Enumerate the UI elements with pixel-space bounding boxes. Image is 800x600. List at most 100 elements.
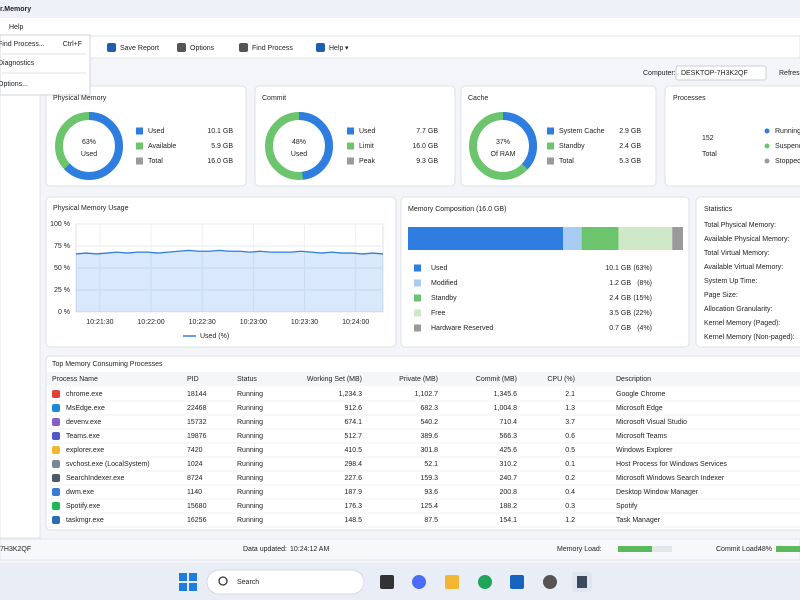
search-box[interactable] [206, 569, 365, 595]
app-icon[interactable] [412, 575, 426, 589]
refresh-button[interactable]: Refresh [779, 70, 800, 77]
app-icon[interactable] [380, 575, 394, 589]
table-cell: 674.1 [344, 419, 362, 426]
table-cell: 1.2 [565, 517, 575, 524]
column-header[interactable]: Working Set (MB) [307, 376, 362, 383]
table-cell: 512.7 [344, 433, 362, 440]
app-icon[interactable] [445, 575, 459, 589]
start-icon[interactable] [179, 573, 187, 581]
title-bar [0, 0, 800, 18]
table-cell: 0.3 [565, 503, 575, 510]
table-cell[interactable]: dwm.exe [66, 489, 94, 496]
status-computer: 7H3K2QF [0, 546, 31, 553]
table-cell: 16256 [187, 517, 207, 524]
dropdown-item[interactable]: Find Process... [0, 41, 45, 48]
table-cell: 240.7 [499, 475, 517, 482]
table-cell: Spotify [616, 503, 638, 510]
load-bar [618, 546, 653, 552]
legend-label: Hardware Reserved [431, 325, 493, 332]
table-cell[interactable]: Spotify.exe [66, 503, 100, 510]
start-icon[interactable] [189, 573, 197, 581]
legend-label: Free [431, 310, 446, 317]
table-cell: 410.5 [344, 447, 362, 454]
table-cell: 188.2 [499, 503, 517, 510]
donut-label: Of RAM [491, 151, 516, 158]
process-icon [52, 404, 60, 412]
dropdown-arrow: ▾ [345, 45, 349, 52]
table-cell: 154.1 [499, 517, 517, 524]
status-time: 10:24:12 AM [290, 546, 329, 553]
table-cell: 148.5 [344, 517, 362, 524]
table-cell: 52.1 [424, 461, 438, 468]
card [695, 196, 800, 348]
table-cell: Microsoft Edge [616, 405, 663, 412]
table-cell: 87.5 [424, 517, 438, 524]
column-header[interactable]: Private (MB) [399, 376, 438, 383]
table-cell[interactable]: SearchIndexer.exe [66, 475, 124, 482]
table-header [47, 372, 800, 386]
table-cell[interactable]: chrome.exe [66, 391, 103, 398]
table-cell: 1140 [187, 489, 202, 496]
donut-value: 63% [82, 139, 96, 146]
column-header[interactable]: Description [616, 376, 651, 383]
computer-value[interactable]: DESKTOP-7H3K2QF [681, 70, 748, 77]
computer-label: Computer: [643, 70, 676, 77]
toolbar-icon [107, 43, 116, 52]
menu-item[interactable]: Help [9, 24, 24, 31]
toolbar-button[interactable]: Save Report [120, 45, 159, 52]
table-cell[interactable]: Teams.exe [66, 433, 100, 440]
computer-combo[interactable] [675, 65, 767, 81]
toolbar-button[interactable]: Help [329, 45, 344, 52]
process-icon [52, 432, 60, 440]
legend-dot [764, 143, 770, 149]
legend-label: Total [559, 158, 574, 165]
table-cell[interactable]: explorer.exe [66, 447, 104, 454]
toolbar-button[interactable]: Options [190, 45, 215, 52]
table-cell: 15732 [187, 419, 207, 426]
dropdown-item[interactable]: Options... [0, 81, 28, 88]
table-cell: Running [237, 447, 263, 454]
search-placeholder[interactable]: Search [237, 579, 259, 586]
table-cell: 298.4 [344, 461, 362, 468]
y-tick-label: 25 % [54, 287, 70, 294]
column-header[interactable]: Status [237, 376, 257, 383]
legend-value: 16.0 GB [412, 143, 438, 150]
legend-swatch [547, 142, 554, 150]
process-total-label: Total [702, 151, 717, 158]
legend-label: Limit [359, 143, 374, 150]
table-cell: 200.8 [499, 489, 517, 496]
table-cell: Running [237, 489, 263, 496]
table-cell: 710.4 [499, 419, 517, 426]
column-header[interactable]: Commit (MB) [476, 376, 517, 383]
start-icon[interactable] [179, 583, 187, 591]
table-cell: 159.3 [420, 475, 438, 482]
start-icon[interactable] [189, 583, 197, 591]
table-cell[interactable]: taskmgr.exe [66, 517, 104, 524]
legend-label: Running [775, 128, 800, 135]
app-icon[interactable] [478, 575, 492, 589]
column-header[interactable]: PID [187, 376, 199, 383]
dropdown-item[interactable]: Diagnostics [0, 60, 35, 67]
table-cell[interactable]: devenv.exe [66, 419, 101, 426]
table-cell: Windows Explorer [616, 447, 673, 454]
toolbar-button[interactable]: Find Process [252, 45, 293, 52]
x-tick-label: 10:23:30 [291, 319, 318, 326]
table-cell: Running [237, 391, 263, 398]
table-cell[interactable]: MsEdge.exe [66, 405, 105, 412]
column-header[interactable]: Process Name [52, 376, 98, 383]
table-cell[interactable]: svchost.exe (LocalSystem) [66, 461, 150, 468]
app-icon[interactable] [543, 575, 557, 589]
y-tick-label: 75 % [54, 243, 70, 250]
composition-segment [408, 227, 564, 250]
table-cell: 1024 [187, 461, 203, 468]
column-header[interactable]: CPU (%) [547, 376, 575, 383]
composition-segment [672, 227, 683, 250]
table-cell: Running [237, 419, 263, 426]
legend-label: Suspended [775, 143, 800, 150]
table-cell: 0.5 [565, 447, 575, 454]
table-cell: 8724 [187, 475, 203, 482]
taskbar [0, 563, 800, 600]
app-icon[interactable] [510, 575, 524, 589]
table-cell: 18144 [187, 391, 207, 398]
toolbar-icon [239, 43, 248, 52]
